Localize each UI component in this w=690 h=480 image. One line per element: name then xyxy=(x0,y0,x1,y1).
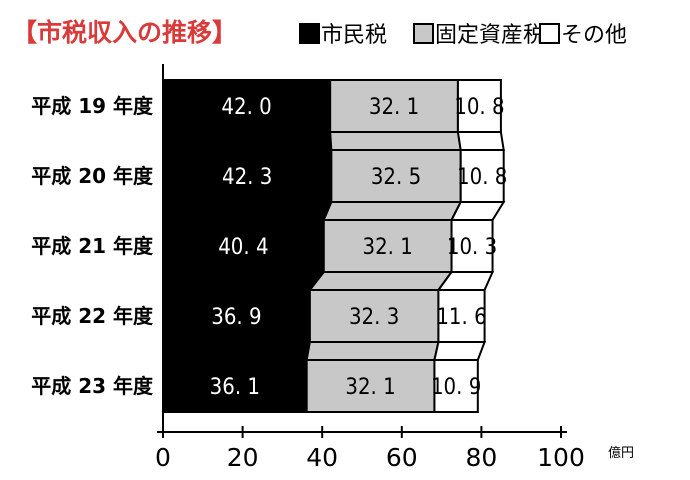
category-label: 平成 20 年度 xyxy=(31,164,154,188)
x-tick-label: 80 xyxy=(465,443,497,472)
connector-2-市民税 xyxy=(162,201,333,221)
category-label: 平成 23 年度 xyxy=(31,374,154,398)
x-tick-label: 40 xyxy=(306,443,338,472)
value-label: 32. 1 xyxy=(345,375,395,400)
x-unit-label: 億円 xyxy=(608,445,634,461)
legend-swatch-固定資産税 xyxy=(413,23,434,44)
bar-平成 20 年度-その他 xyxy=(459,149,505,203)
legend-label-固定資産税: 固定資産税 xyxy=(435,23,545,48)
bars: 42. 0 32. 1 10. 8 42. 3 32. 5 10. 8 40. 4 32. 1… xyxy=(162,79,507,413)
legend: 市民税 固定資産税 その他 xyxy=(299,23,627,48)
bar-平成 19 年度-その他 xyxy=(456,79,502,133)
connector-4-その他 xyxy=(433,341,487,361)
category-label: 平成 22 年度 xyxy=(31,304,154,328)
connector-4-市民税 xyxy=(162,341,312,361)
bar-平成 22 年度-固定資産税 xyxy=(308,289,440,343)
x-tick-label: 60 xyxy=(386,443,418,472)
bar-平成 20 年度-固定資産税 xyxy=(330,149,462,203)
bar-平成 21 年度-固定資産税 xyxy=(322,219,453,273)
chart-title: 【市税収入の推移】 xyxy=(12,18,237,47)
category-label: 平成 19 年度 xyxy=(31,94,154,118)
value-label: 42. 0 xyxy=(221,95,271,120)
value-label: 10. 8 xyxy=(454,95,504,120)
connector-3-市民税 xyxy=(162,271,326,291)
bar-平成 23 年度-その他 xyxy=(433,359,479,413)
x-tick-label: 20 xyxy=(227,443,259,472)
legend-label-市民税: 市民税 xyxy=(321,23,387,48)
bar-平成 22 年度-その他 xyxy=(437,289,486,343)
legend-swatch-市民税 xyxy=(299,23,320,44)
bar-平成 20 年度-市民税 xyxy=(162,149,333,203)
value-label: 36. 1 xyxy=(210,375,260,400)
value-label: 10. 9 xyxy=(431,375,481,400)
connector-3-固定資産税 xyxy=(307,271,454,291)
x-axis: 0 20 40 60 80 100 億円 xyxy=(155,64,634,472)
value-label: 42. 3 xyxy=(222,165,272,190)
value-label: 11. 6 xyxy=(436,305,486,330)
legend-label-その他: その他 xyxy=(561,23,627,48)
category-label: 平成 21 年度 xyxy=(31,234,154,258)
connector-1-市民税 xyxy=(162,131,333,151)
connector-2-その他 xyxy=(449,201,506,221)
x-tick-label: 0 xyxy=(155,443,171,472)
value-label: 32. 1 xyxy=(369,95,419,120)
value-label: 36. 9 xyxy=(211,305,261,330)
connector-4-固定資産税 xyxy=(305,341,440,361)
value-label: 32. 1 xyxy=(362,235,412,260)
connector-2-固定資産税 xyxy=(322,201,463,221)
value-label: 10. 3 xyxy=(447,235,497,260)
value-label: 32. 5 xyxy=(371,165,421,190)
value-label: 40. 4 xyxy=(218,235,268,260)
bar-平成 19 年度-市民税 xyxy=(162,79,332,133)
value-label: 32. 3 xyxy=(349,305,399,330)
legend-swatch-その他 xyxy=(539,23,560,44)
value-label: 10. 8 xyxy=(457,165,507,190)
x-tick-label: 100 xyxy=(537,443,585,472)
bar-平成 21 年度-その他 xyxy=(450,219,494,273)
bar-平成 19 年度-固定資産税 xyxy=(329,79,459,133)
bar-平成 21 年度-市民税 xyxy=(162,219,325,273)
connector-1-その他 xyxy=(456,131,505,151)
connector-1-固定資産税 xyxy=(329,131,462,151)
